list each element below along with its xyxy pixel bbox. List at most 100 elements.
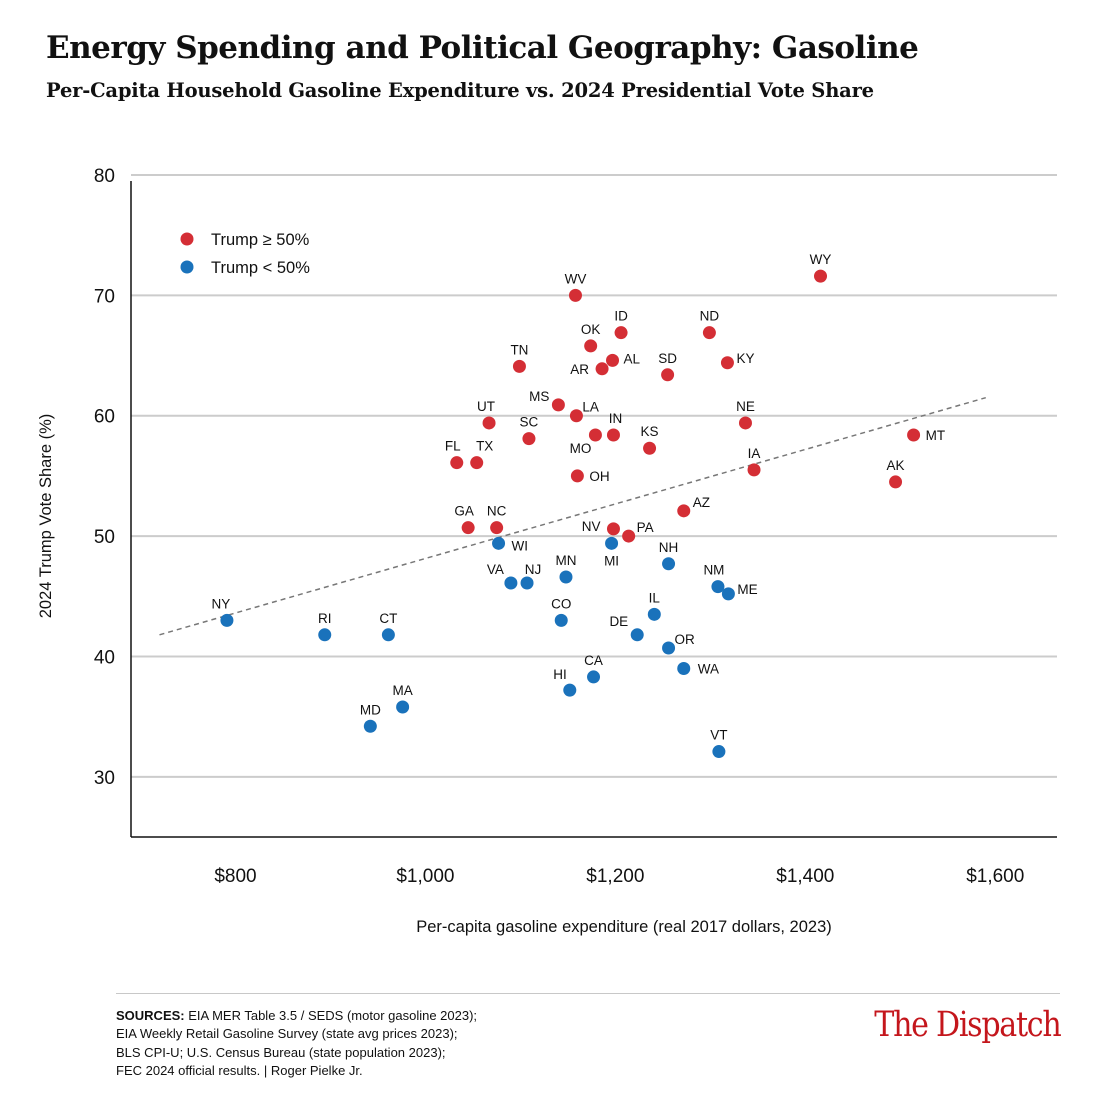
data-point-sd bbox=[661, 368, 675, 382]
point-label-nh: NH bbox=[659, 540, 679, 555]
point-label-la: LA bbox=[582, 400, 599, 415]
point-label-ne: NE bbox=[736, 399, 755, 414]
data-point-ok bbox=[584, 339, 598, 353]
x-axis-label: Per-capita gasoline expenditure (real 20… bbox=[416, 918, 832, 936]
point-label-co: CO bbox=[551, 596, 571, 611]
sources-line-1: SOURCES: EIA MER Table 3.5 / SEDS (motor… bbox=[116, 1007, 736, 1025]
data-point-wv bbox=[568, 288, 582, 302]
point-label-mi: MI bbox=[604, 553, 619, 568]
data-point-id bbox=[614, 326, 628, 340]
data-point-oh bbox=[570, 469, 584, 483]
data-point-nm bbox=[711, 580, 725, 594]
point-label-nv: NV bbox=[582, 519, 601, 534]
point-label-vt: VT bbox=[710, 728, 727, 743]
point-label-de: DE bbox=[609, 614, 628, 629]
point-label-wv: WV bbox=[565, 271, 587, 286]
data-point-co bbox=[554, 613, 568, 627]
point-label-pa: PA bbox=[637, 520, 654, 535]
point-label-id: ID bbox=[614, 309, 628, 324]
y-tick-label: 50 bbox=[94, 527, 115, 548]
data-point-mn bbox=[559, 570, 573, 584]
sources-note: SOURCES: EIA MER Table 3.5 / SEDS (motor… bbox=[116, 1007, 736, 1080]
legend-label-trump-50-plus: Trump ≥ 50% bbox=[211, 231, 310, 249]
legend-marker-trump-under-50 bbox=[180, 260, 194, 274]
data-point-ky bbox=[720, 356, 734, 370]
point-label-wa: WA bbox=[698, 661, 719, 676]
point-label-al: AL bbox=[624, 351, 641, 366]
data-point-ms bbox=[551, 398, 565, 412]
data-point-me bbox=[721, 587, 735, 601]
y-axis-label: 2024 Trump Vote Share (%) bbox=[37, 414, 55, 619]
data-point-wa bbox=[677, 661, 691, 675]
brand-logo: The Dispatch bbox=[873, 1005, 1061, 1045]
chart-title: Energy Spending and Political Geography:… bbox=[46, 30, 919, 66]
sources-text-1: EIA MER Table 3.5 / SEDS (motor gasoline… bbox=[184, 1008, 478, 1023]
point-label-wi: WI bbox=[512, 538, 529, 553]
data-point-wy bbox=[814, 269, 828, 283]
data-point-nh bbox=[662, 557, 676, 571]
point-label-ri: RI bbox=[318, 611, 332, 626]
point-label-ny: NY bbox=[212, 596, 231, 611]
x-tick-label: $1,000 bbox=[396, 866, 454, 887]
data-point-az bbox=[677, 504, 691, 518]
data-point-ia bbox=[747, 463, 761, 477]
data-point-ne bbox=[738, 416, 752, 430]
y-tick-label: 40 bbox=[94, 647, 115, 668]
point-label-ga: GA bbox=[454, 504, 474, 519]
point-label-me: ME bbox=[737, 582, 757, 597]
point-label-az: AZ bbox=[693, 495, 710, 510]
point-label-ct: CT bbox=[379, 611, 397, 626]
data-point-ar bbox=[595, 362, 609, 376]
data-point-nj bbox=[520, 576, 534, 590]
y-tick-label: 70 bbox=[94, 286, 115, 307]
data-point-wi bbox=[492, 536, 506, 550]
data-point-de bbox=[630, 628, 644, 642]
data-point-ks bbox=[643, 441, 657, 455]
data-point-mo bbox=[588, 428, 602, 442]
data-point-ca bbox=[587, 670, 601, 684]
data-point-ut bbox=[482, 416, 496, 430]
data-point-vt bbox=[712, 745, 726, 759]
footer-divider bbox=[116, 993, 1060, 994]
sources-label: SOURCES: bbox=[116, 1008, 185, 1023]
point-label-mn: MN bbox=[555, 553, 576, 568]
point-label-oh: OH bbox=[589, 469, 609, 484]
data-point-fl bbox=[450, 456, 464, 470]
point-label-ak: AK bbox=[887, 458, 905, 473]
trendline bbox=[159, 396, 986, 636]
data-point-or bbox=[662, 641, 676, 655]
point-label-ca: CA bbox=[584, 653, 603, 668]
point-label-ma: MA bbox=[393, 683, 413, 698]
legend-marker-trump-50-plus bbox=[180, 232, 194, 246]
data-point-la bbox=[569, 409, 583, 423]
point-label-in: IN bbox=[609, 411, 623, 426]
sources-line-2: EIA Weekly Retail Gasoline Survey (state… bbox=[116, 1026, 458, 1042]
y-tick-label: 30 bbox=[94, 768, 115, 789]
point-label-ok: OK bbox=[581, 322, 601, 337]
point-label-ms: MS bbox=[529, 389, 549, 404]
legend-label-trump-under-50: Trump < 50% bbox=[211, 259, 310, 277]
data-point-ak bbox=[889, 475, 903, 489]
point-label-tx: TX bbox=[476, 439, 493, 454]
x-tick-label: $1,400 bbox=[776, 866, 834, 887]
point-label-tn: TN bbox=[510, 342, 528, 357]
point-label-nc: NC bbox=[487, 504, 507, 519]
sources-line-4: FEC 2024 official results. | Roger Pielk… bbox=[116, 1062, 363, 1078]
scatter-chart: 30 40 50 60 70 80 $800 $1,000 $1,200 $1,400 $1,600… bbox=[37, 166, 1057, 936]
data-point-nd bbox=[702, 326, 716, 340]
data-point-nv bbox=[606, 522, 620, 536]
point-label-or: OR bbox=[675, 632, 696, 647]
point-label-hi: HI bbox=[553, 667, 567, 682]
data-point-sc bbox=[522, 432, 536, 446]
data-point-ga bbox=[461, 521, 475, 535]
data-point-ri bbox=[318, 628, 332, 642]
data-point-nc bbox=[490, 521, 504, 535]
data-point-hi bbox=[563, 683, 577, 697]
data-point-il bbox=[647, 607, 661, 621]
data-point-tn bbox=[512, 359, 526, 373]
data-point-mi bbox=[605, 536, 619, 550]
sources-line-3: BLS CPI-U; U.S. Census Bureau (state pop… bbox=[116, 1044, 446, 1060]
data-point-tx bbox=[470, 456, 484, 470]
x-tick-label: $1,200 bbox=[586, 866, 644, 887]
point-label-mt: MT bbox=[926, 428, 946, 443]
